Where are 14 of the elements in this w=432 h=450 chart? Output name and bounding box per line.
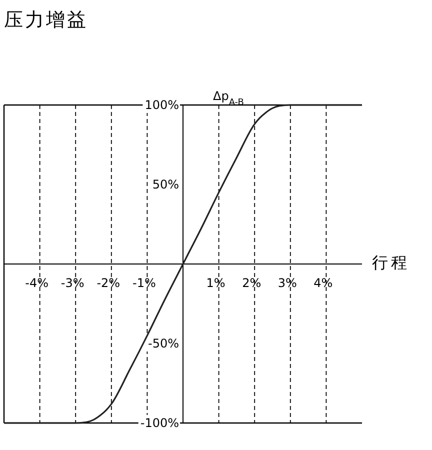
y-tick-label: -100% (140, 416, 179, 430)
x-tick-label: 3% (278, 276, 297, 290)
x-tick-label: -4% (25, 276, 48, 290)
x-tick-label: -2% (96, 276, 120, 290)
x-tick-label: 4% (314, 276, 333, 290)
x-tick-label: -3% (60, 276, 84, 290)
chart-title: 压力增益 (4, 9, 88, 31)
x-tick-label: 1% (206, 276, 226, 290)
x-axis-title: 行程 (372, 253, 410, 272)
x-tick-label: 2% (242, 276, 262, 290)
y-tick-label: 50% (152, 178, 179, 192)
y-tick-label: -50% (148, 336, 179, 350)
y-tick-label: 100% (144, 98, 179, 112)
x-tick-label: -1% (132, 276, 156, 290)
